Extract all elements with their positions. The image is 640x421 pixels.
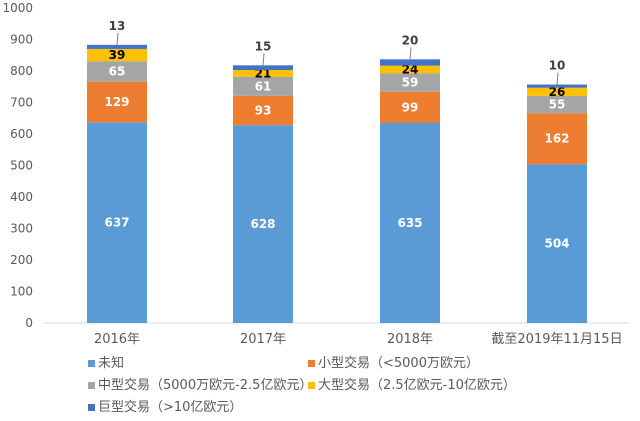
- bar-segment: [380, 91, 440, 123]
- legend-label: 小型交易（<5000万欧元）: [318, 356, 479, 371]
- data-label: 504: [544, 237, 569, 251]
- bar-segment: [380, 59, 440, 66]
- data-label: 635: [397, 216, 422, 230]
- legend-item-2: 中型交易（5000万欧元-2.5亿欧元）: [88, 374, 312, 393]
- data-label: 24: [402, 62, 419, 76]
- y-tick-label: 700: [10, 96, 33, 110]
- legend-label: 中型交易（5000万欧元-2.5亿欧元）: [98, 378, 313, 393]
- bar-segment: [380, 73, 440, 92]
- y-tick-label: 400: [10, 190, 33, 204]
- legend-swatch: [308, 382, 315, 389]
- legend-item-1: 小型交易（<5000万欧元）: [308, 352, 479, 371]
- leader-line: [262, 53, 265, 66]
- legend-swatch: [88, 404, 95, 411]
- bar-segment: [380, 122, 440, 323]
- y-tick-label: 900: [10, 33, 33, 47]
- data-label: 10: [549, 59, 566, 73]
- bar-segment: [87, 81, 147, 123]
- data-label: 20: [402, 33, 419, 47]
- bar-segment: [527, 87, 587, 96]
- bar-segment: [233, 76, 293, 96]
- data-label: 162: [544, 132, 569, 146]
- y-tick-label: 200: [10, 253, 33, 267]
- bar-segment: [233, 70, 293, 77]
- y-tick-label: 0: [25, 316, 33, 330]
- legend-label: 大型交易（2.5亿欧元-10亿欧元）: [318, 378, 516, 393]
- bar-segment: [233, 125, 293, 324]
- data-label: 637: [104, 216, 129, 230]
- bar-segment: [380, 65, 440, 74]
- data-label: 59: [402, 75, 419, 89]
- data-label: 15: [255, 39, 272, 53]
- legend-label: 未知: [98, 356, 125, 371]
- data-label: 93: [255, 104, 272, 118]
- leader-line: [409, 47, 412, 60]
- data-label: 55: [549, 98, 566, 112]
- legend-label: 巨型交易（>10亿欧元）: [98, 400, 243, 415]
- bar-segment: [527, 164, 587, 323]
- y-tick-label: 500: [10, 159, 33, 173]
- legend-swatch: [88, 382, 95, 389]
- legend-swatch: [308, 360, 315, 367]
- data-label: 99: [402, 100, 419, 114]
- x-tick-label: 2017年: [240, 332, 286, 347]
- data-label: 628: [250, 217, 275, 231]
- bar-segment: [87, 44, 147, 49]
- data-label: 61: [255, 79, 272, 93]
- y-tick-label: 600: [10, 127, 33, 141]
- legend-item-4: 巨型交易（>10亿欧元）: [88, 396, 242, 415]
- data-label: 13: [109, 19, 126, 33]
- bar-segment: [233, 65, 293, 71]
- y-tick-label: 100: [10, 285, 33, 299]
- leader-line: [556, 72, 559, 85]
- x-tick-label: 截至2019年11月15日: [491, 332, 622, 347]
- y-tick-label: 1000: [2, 1, 33, 15]
- leader-line: [116, 32, 119, 45]
- bar-segment: [233, 95, 293, 126]
- data-label: 129: [104, 95, 129, 109]
- bar-segment: [527, 95, 587, 114]
- bar-segment: [87, 61, 147, 82]
- y-tick-label: 300: [10, 222, 33, 236]
- data-label: 65: [109, 64, 126, 78]
- legend-swatch: [88, 360, 95, 367]
- legend-item-0: 未知: [88, 352, 124, 371]
- bar-segment: [527, 113, 587, 165]
- bar-segment: [527, 84, 587, 88]
- legend-item-3: 大型交易（2.5亿欧元-10亿欧元）: [308, 374, 516, 393]
- data-label: 39: [109, 48, 126, 62]
- y-tick-label: 800: [10, 64, 33, 78]
- x-tick-label: 2016年: [94, 332, 140, 347]
- bar-segment: [87, 122, 147, 323]
- bar-segment: [87, 48, 147, 62]
- x-tick-label: 2018年: [387, 332, 433, 347]
- data-label: 26: [549, 85, 566, 99]
